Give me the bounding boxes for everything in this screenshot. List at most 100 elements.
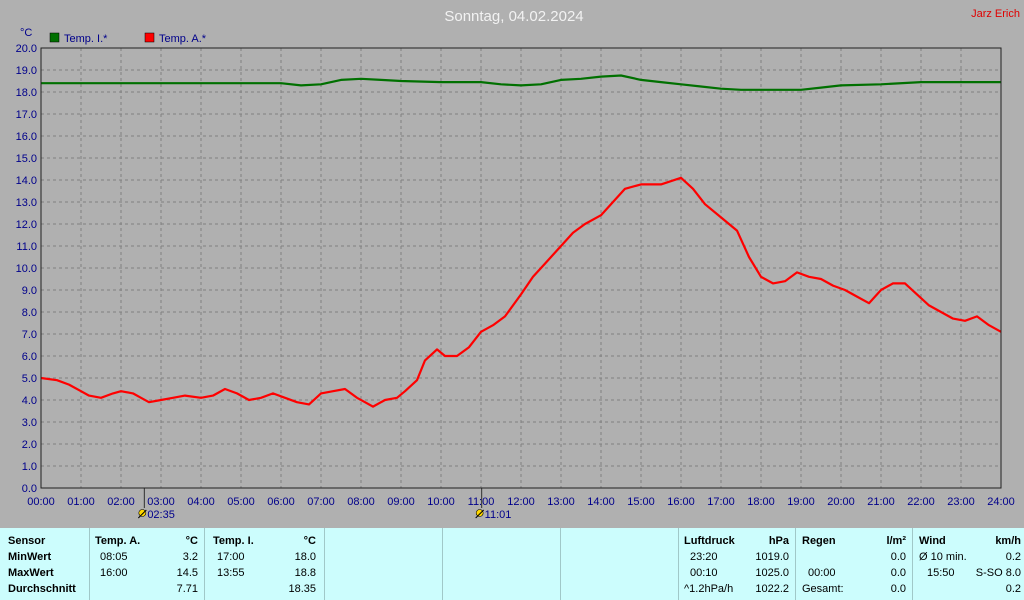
x-tick-label: 08:00: [347, 496, 375, 508]
y-tick-label: 16.0: [16, 131, 37, 143]
x-tick-label: 16:00: [667, 496, 695, 508]
rain-total-value: 0.0: [890, 583, 906, 595]
stats-col-temp-i: Temp. I. °C 17:00 18.0 13:55 18.8 18.35: [205, 528, 325, 600]
temperature-chart: Sonntag, 04.02.2024 Jarz Erich °C Temp. …: [16, 8, 1020, 521]
row-label-max: MaxWert: [8, 567, 54, 579]
x-tick-label: 17:00: [707, 496, 735, 508]
pressure-max-time: 00:10: [690, 567, 718, 579]
pressure-trend-label: ^1.2hPa/h: [684, 583, 734, 595]
author-label: Jarz Erich: [971, 8, 1020, 20]
rain-min-value: 0.0: [890, 551, 906, 563]
y-tick-label: 10.0: [16, 263, 37, 275]
legend-label-temp-i: Temp. I.*: [64, 33, 108, 45]
y-tick-label: 19.0: [16, 65, 37, 77]
temp-i-min-value: 18.0: [294, 551, 316, 563]
wind-last-value: 0.2: [1005, 583, 1021, 595]
stats-col-empty-3: [561, 528, 679, 600]
row-label-avg: Durchschnitt: [8, 583, 76, 595]
temp-a-max-value: 14.5: [176, 567, 198, 579]
x-tick-label: 04:00: [187, 496, 215, 508]
x-tick-label: 24:00: [987, 496, 1015, 508]
annotation-label: 11:01: [485, 509, 512, 521]
x-tick-label: 07:00: [307, 496, 335, 508]
y-tick-label: 18.0: [16, 87, 37, 99]
pressure-min-value: 1019.0: [755, 551, 789, 563]
annotation-label: 02:35: [147, 509, 175, 521]
x-tick-label: 03:00: [147, 496, 175, 508]
series-group: [40, 74, 1002, 408]
series-line-temp-i: [41, 74, 1001, 91]
y-tick-label: 6.0: [22, 351, 37, 363]
temp-a-max-time: 16:00: [100, 567, 128, 579]
y-tick-label: 13.0: [16, 197, 37, 209]
stats-col-rain: Regen l/m² 0.0 00:00 0.0 Gesamt: 0.0: [796, 528, 913, 600]
temp-i-avg-value: 18.35: [288, 583, 316, 595]
y-tick-label: 11.0: [16, 241, 37, 253]
x-tick-label: 23:00: [947, 496, 975, 508]
stats-col-empty-1: [325, 528, 443, 600]
x-tick-label: 18:00: [747, 496, 775, 508]
row-label-min: MinWert: [8, 551, 52, 563]
x-tick-label: 13:00: [547, 496, 575, 508]
y-tick-label: 12.0: [16, 219, 37, 231]
temp-i-max-value: 18.8: [294, 567, 316, 579]
pressure-trend-value: 1022.2: [755, 583, 789, 595]
wind-avg-value: 0.2: [1005, 551, 1021, 563]
temp-a-avg-value: 7.71: [176, 583, 198, 595]
x-tick-label: 21:00: [867, 496, 895, 508]
sun-annotations: 02:35 11:01: [137, 488, 512, 521]
rain-max-value: 0.0: [890, 567, 906, 579]
x-tick-label: 19:00: [787, 496, 815, 508]
y-tick-label: 5.0: [22, 373, 37, 385]
x-tick-label: 11:00: [468, 496, 495, 508]
wind-header: Wind: [919, 535, 946, 547]
stats-panel: Sensor MinWert MaxWert Durchschnitt Temp…: [0, 528, 1024, 600]
x-tick-label: 22:00: [907, 496, 935, 508]
x-tick-label: 05:00: [227, 496, 255, 508]
y-axis: 0.0 1.0 2.0 3.0 4.0 5.0 6.0 7.0 8.0 9.0 10.0 11.0 12…: [16, 43, 37, 495]
pressure-min-time: 23:20: [690, 551, 718, 563]
plot-frame: [40, 47, 1002, 489]
sunrise-icon: [137, 509, 147, 519]
rain-header: Regen: [802, 535, 836, 547]
stats-col-wind: Wind km/h Ø 10 min. 0.2 15:50 S-SO 8.0 0…: [913, 528, 1024, 600]
chart-title: Sonntag, 04.02.2024: [444, 8, 583, 25]
legend-swatch-temp-i: [49, 32, 60, 43]
x-tick-label: 09:00: [387, 496, 415, 508]
y-tick-label: 17.0: [16, 109, 37, 121]
rain-max-time: 00:00: [808, 567, 836, 579]
pressure-max-value: 1025.0: [755, 567, 789, 579]
y-tick-label: 8.0: [22, 307, 37, 319]
wind-avg-label: Ø 10 min.: [919, 551, 967, 563]
y-tick-label: 1.0: [22, 461, 37, 473]
temp-i-header: Temp. I.: [213, 535, 254, 547]
wind-max-time: 15:50: [927, 567, 955, 579]
y-unit-label: °C: [20, 27, 32, 39]
sensor-header: Sensor: [8, 535, 46, 547]
stats-col-temp-a: Temp. A. °C 08:05 3.2 16:00 14.5 7.71: [90, 528, 205, 600]
x-tick-label: 15:00: [627, 496, 655, 508]
temp-a-min-value: 3.2: [182, 551, 198, 563]
x-axis: 00:00 01:00 02:00 03:00 04:00 05:00 06:00 07:00…: [27, 496, 1015, 508]
temp-a-min-time: 08:05: [100, 551, 128, 563]
y-tick-label: 3.0: [22, 417, 37, 429]
x-tick-label: 00:00: [27, 496, 55, 508]
x-tick-label: 20:00: [827, 496, 855, 508]
y-tick-label: 14.0: [16, 175, 37, 187]
rain-unit: l/m²: [886, 535, 906, 547]
wind-unit: km/h: [995, 535, 1021, 547]
temp-a-header: Temp. A.: [95, 535, 141, 547]
grid: [41, 48, 1001, 488]
x-tick-label: 06:00: [267, 496, 295, 508]
stats-col-sensor: Sensor MinWert MaxWert Durchschnitt: [0, 528, 90, 600]
series-line-temp-a: [40, 176, 1002, 408]
x-tick-label: 01:00: [67, 496, 95, 508]
y-tick-label: 4.0: [22, 395, 37, 407]
rain-total-label: Gesamt:: [802, 583, 844, 595]
temp-i-max-time: 13:55: [217, 567, 245, 579]
pressure-header: Luftdruck: [684, 535, 735, 547]
legend-swatch-temp-a: [144, 32, 155, 43]
x-tick-label: 10:00: [427, 496, 455, 508]
stats-col-pressure: Luftdruck hPa 23:20 1019.0 00:10 1025.0 …: [679, 528, 796, 600]
temp-i-unit: °C: [303, 535, 316, 547]
